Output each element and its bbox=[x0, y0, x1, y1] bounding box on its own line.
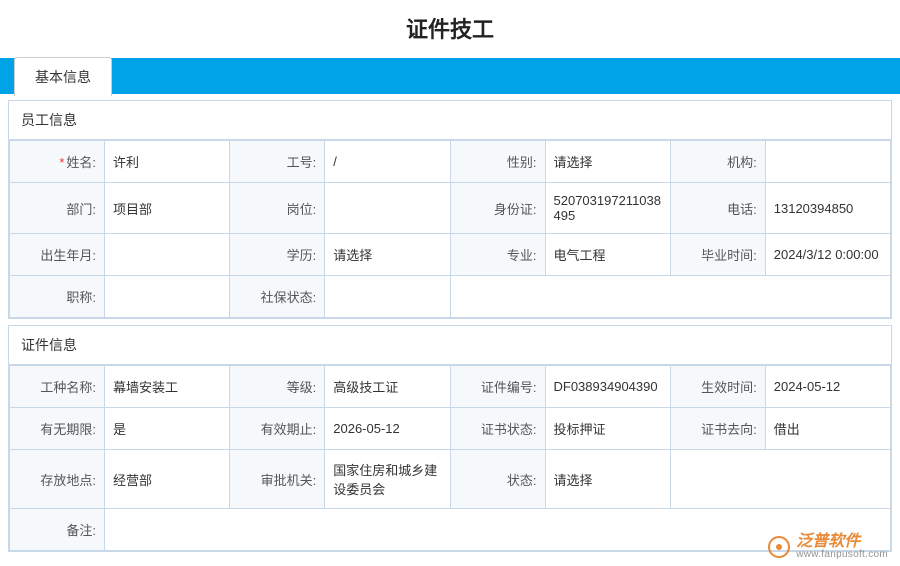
certno-label: 证件编号: bbox=[450, 366, 545, 408]
staffno-label: 工号: bbox=[230, 141, 325, 183]
worktype-label: 工种名称: bbox=[10, 366, 105, 408]
empty-cell bbox=[670, 450, 890, 509]
worktype-value: 幕墙安装工 bbox=[105, 366, 230, 408]
idcard-label: 身份证: bbox=[450, 183, 545, 234]
edu-label: 学历: bbox=[230, 234, 325, 276]
title-label: 职称: bbox=[10, 276, 105, 318]
name-label: *姓名: bbox=[10, 141, 105, 183]
grad-value: 2024/3/12 0:00:00 bbox=[765, 234, 890, 276]
major-label: 专业: bbox=[450, 234, 545, 276]
dept-value: 项目部 bbox=[105, 183, 230, 234]
store-label: 存放地点: bbox=[10, 450, 105, 509]
certstatus-value: 投标押证 bbox=[545, 408, 670, 450]
expire-value: 2026-05-12 bbox=[325, 408, 450, 450]
store-value: 经营部 bbox=[105, 450, 230, 509]
effect-label: 生效时间: bbox=[670, 366, 765, 408]
title-value bbox=[105, 276, 230, 318]
expire-label: 有效期止: bbox=[230, 408, 325, 450]
watermark: 泛普软件 www.fanpusoft.com bbox=[768, 534, 888, 560]
watermark-main: 泛普软件 bbox=[796, 534, 888, 550]
certdest-value: 借出 bbox=[765, 408, 890, 450]
grad-label: 毕业时间: bbox=[670, 234, 765, 276]
level-label: 等级: bbox=[230, 366, 325, 408]
employee-table: *姓名: 许利 工号: / 性别: 请选择 机构: 部门: 项目部 岗位: 身份… bbox=[9, 140, 891, 318]
status-label: 状态: bbox=[450, 450, 545, 509]
name-value: 许利 bbox=[105, 141, 230, 183]
phone-value: 13120394850 bbox=[765, 183, 890, 234]
gender-label: 性别: bbox=[450, 141, 545, 183]
major-value: 电气工程 bbox=[545, 234, 670, 276]
cert-table: 工种名称: 幕墙安装工 等级: 高级技工证 证件编号: DF0389349043… bbox=[9, 365, 891, 551]
phone-label: 电话: bbox=[670, 183, 765, 234]
haslimit-label: 有无期限: bbox=[10, 408, 105, 450]
empty-cell bbox=[450, 276, 891, 318]
haslimit-value: 是 bbox=[105, 408, 230, 450]
tab-basic-info[interactable]: 基本信息 bbox=[14, 57, 112, 96]
cert-section: 证件信息 工种名称: 幕墙安装工 等级: 高级技工证 证件编号: DF03893… bbox=[8, 325, 892, 552]
gender-value[interactable]: 请选择 bbox=[545, 141, 670, 183]
remark-label: 备注: bbox=[10, 509, 105, 551]
employee-section-header: 员工信息 bbox=[9, 101, 891, 140]
idcard-value: 520703197211038495 bbox=[545, 183, 670, 234]
certstatus-label: 证书状态: bbox=[450, 408, 545, 450]
cert-section-header: 证件信息 bbox=[9, 326, 891, 365]
certno-value: DF038934904390 bbox=[545, 366, 670, 408]
watermark-text: 泛普软件 www.fanpusoft.com bbox=[796, 534, 888, 560]
page-title: 证件技工 bbox=[0, 0, 900, 58]
tab-bar: 基本信息 bbox=[0, 58, 900, 94]
birth-value bbox=[105, 234, 230, 276]
post-value bbox=[325, 183, 450, 234]
watermark-icon bbox=[768, 536, 790, 558]
org-value bbox=[765, 141, 890, 183]
post-label: 岗位: bbox=[230, 183, 325, 234]
status-value[interactable]: 请选择 bbox=[545, 450, 670, 509]
staffno-value: / bbox=[325, 141, 450, 183]
employee-section: 员工信息 *姓名: 许利 工号: / 性别: 请选择 机构: 部门: 项目部 岗… bbox=[8, 100, 892, 319]
certdest-label: 证书去向: bbox=[670, 408, 765, 450]
name-label-text: 姓名: bbox=[66, 155, 96, 170]
edu-value[interactable]: 请选择 bbox=[325, 234, 450, 276]
effect-value: 2024-05-12 bbox=[765, 366, 890, 408]
dept-label: 部门: bbox=[10, 183, 105, 234]
level-value: 高级技工证 bbox=[325, 366, 450, 408]
watermark-sub: www.fanpusoft.com bbox=[796, 550, 888, 560]
birth-label: 出生年月: bbox=[10, 234, 105, 276]
social-label: 社保状态: bbox=[230, 276, 325, 318]
approve-value: 国家住房和城乡建设委员会 bbox=[325, 450, 450, 509]
approve-label: 审批机关: bbox=[230, 450, 325, 509]
org-label: 机构: bbox=[670, 141, 765, 183]
social-value bbox=[325, 276, 450, 318]
required-marker: * bbox=[59, 155, 64, 170]
